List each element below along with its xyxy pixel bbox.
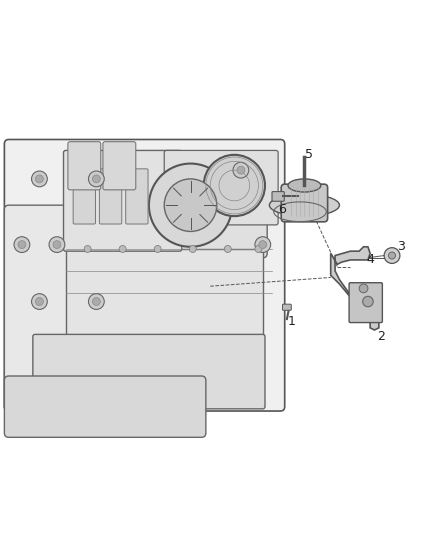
- Text: 1: 1: [287, 315, 295, 328]
- FancyBboxPatch shape: [118, 152, 267, 258]
- FancyBboxPatch shape: [33, 334, 265, 409]
- FancyBboxPatch shape: [283, 304, 291, 310]
- Circle shape: [32, 294, 47, 310]
- Circle shape: [49, 237, 65, 253]
- Circle shape: [88, 294, 104, 310]
- Circle shape: [233, 162, 249, 178]
- Text: 2: 2: [377, 330, 385, 343]
- Circle shape: [32, 171, 47, 187]
- Ellipse shape: [288, 179, 321, 192]
- FancyBboxPatch shape: [4, 140, 285, 411]
- Circle shape: [164, 179, 217, 231]
- Circle shape: [92, 175, 100, 183]
- Circle shape: [154, 246, 161, 253]
- Circle shape: [35, 175, 43, 183]
- Circle shape: [149, 164, 232, 247]
- Circle shape: [18, 241, 26, 248]
- FancyBboxPatch shape: [103, 142, 136, 190]
- Circle shape: [204, 155, 265, 216]
- Circle shape: [35, 297, 43, 305]
- FancyBboxPatch shape: [281, 184, 328, 222]
- FancyBboxPatch shape: [272, 191, 284, 201]
- Circle shape: [237, 166, 245, 174]
- Text: 3: 3: [397, 240, 405, 253]
- Circle shape: [224, 246, 231, 253]
- Circle shape: [189, 246, 196, 253]
- FancyBboxPatch shape: [164, 150, 278, 225]
- Circle shape: [389, 252, 396, 259]
- Circle shape: [92, 297, 100, 305]
- Circle shape: [84, 246, 91, 253]
- Circle shape: [384, 248, 400, 263]
- FancyBboxPatch shape: [64, 150, 182, 251]
- Circle shape: [363, 296, 373, 307]
- Circle shape: [119, 246, 126, 253]
- Polygon shape: [331, 247, 379, 330]
- FancyBboxPatch shape: [4, 205, 74, 411]
- Circle shape: [255, 237, 271, 253]
- Text: 6: 6: [279, 203, 286, 216]
- FancyBboxPatch shape: [68, 142, 101, 190]
- Circle shape: [53, 241, 61, 248]
- FancyBboxPatch shape: [349, 282, 382, 322]
- Circle shape: [259, 241, 267, 248]
- Text: 4: 4: [366, 253, 374, 266]
- Bar: [66, 249, 263, 345]
- Ellipse shape: [269, 194, 339, 216]
- Circle shape: [359, 284, 368, 293]
- FancyBboxPatch shape: [4, 376, 206, 437]
- FancyBboxPatch shape: [126, 169, 148, 224]
- Text: 5: 5: [305, 148, 313, 161]
- Circle shape: [255, 246, 262, 253]
- FancyBboxPatch shape: [99, 169, 122, 224]
- FancyBboxPatch shape: [73, 169, 95, 224]
- Circle shape: [88, 171, 104, 187]
- Circle shape: [14, 237, 30, 253]
